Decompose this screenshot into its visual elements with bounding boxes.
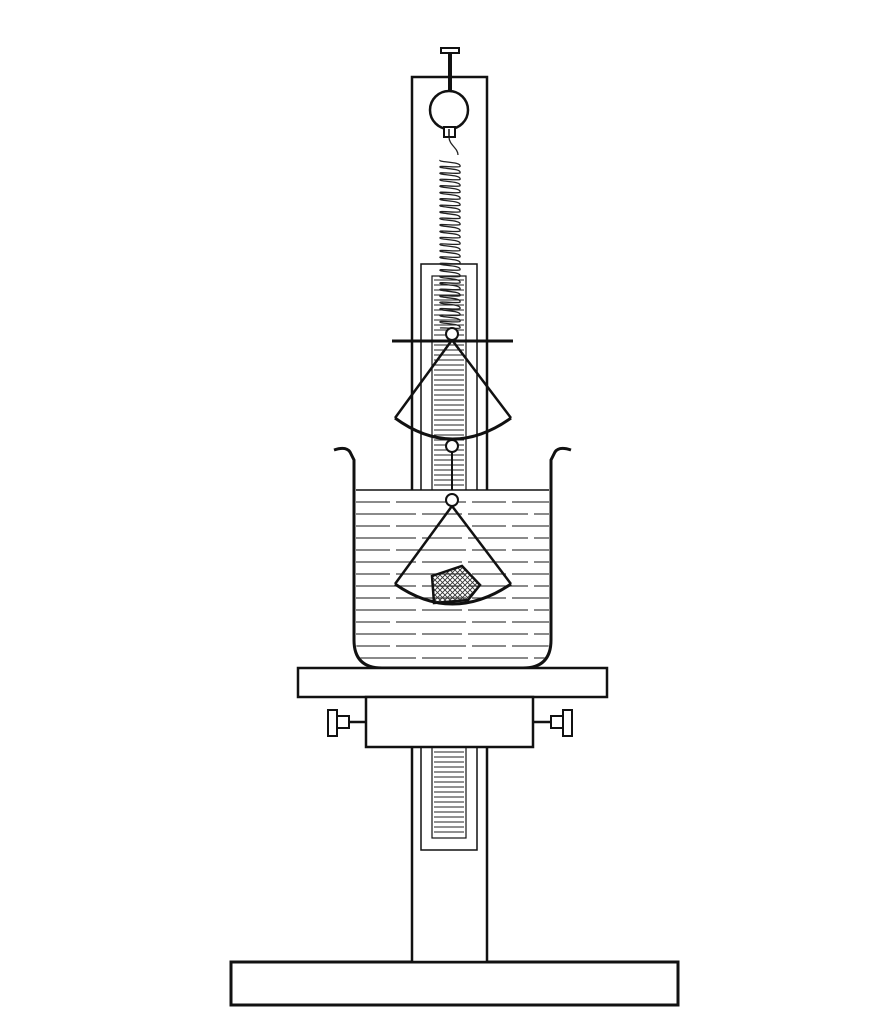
base xyxy=(229,960,680,1007)
hook-icon xyxy=(428,47,470,138)
scale-ticks xyxy=(434,279,464,833)
rock-icon xyxy=(430,564,482,605)
platform-top xyxy=(296,666,609,699)
platform-clamp xyxy=(364,695,535,749)
left-knob-icon xyxy=(327,709,366,737)
coil-spring-icon xyxy=(439,136,461,330)
right-knob-icon xyxy=(533,709,573,737)
lower-pan xyxy=(393,493,512,606)
upper-pan xyxy=(393,327,512,494)
